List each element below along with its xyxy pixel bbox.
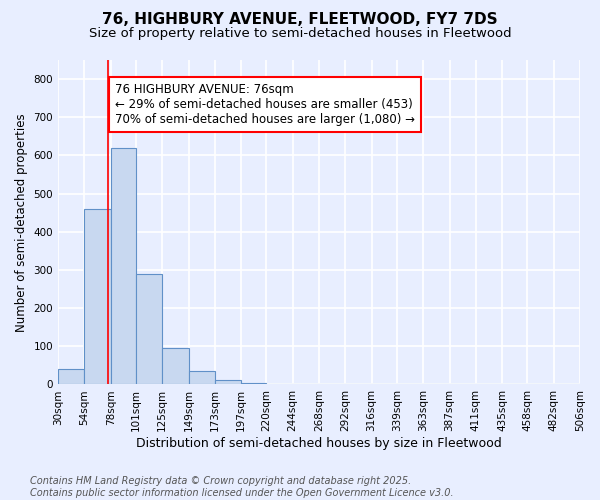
Text: 76, HIGHBURY AVENUE, FLEETWOOD, FY7 7DS: 76, HIGHBURY AVENUE, FLEETWOOD, FY7 7DS bbox=[102, 12, 498, 28]
Bar bbox=[215, 380, 241, 384]
Bar bbox=[110, 148, 136, 384]
Bar bbox=[162, 348, 188, 385]
Bar bbox=[58, 369, 85, 384]
Bar bbox=[85, 209, 110, 384]
Text: Contains HM Land Registry data © Crown copyright and database right 2025.
Contai: Contains HM Land Registry data © Crown c… bbox=[30, 476, 454, 498]
Bar bbox=[188, 371, 215, 384]
Text: 76 HIGHBURY AVENUE: 76sqm
← 29% of semi-detached houses are smaller (453)
70% of: 76 HIGHBURY AVENUE: 76sqm ← 29% of semi-… bbox=[115, 83, 415, 126]
Text: Size of property relative to semi-detached houses in Fleetwood: Size of property relative to semi-detach… bbox=[89, 28, 511, 40]
Y-axis label: Number of semi-detached properties: Number of semi-detached properties bbox=[15, 113, 28, 332]
Bar bbox=[136, 274, 162, 384]
X-axis label: Distribution of semi-detached houses by size in Fleetwood: Distribution of semi-detached houses by … bbox=[136, 437, 502, 450]
